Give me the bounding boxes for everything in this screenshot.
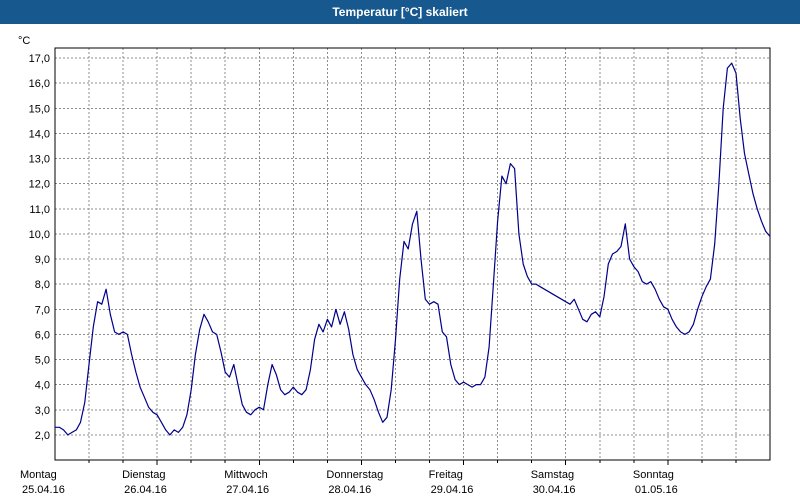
- x-day-date: 30.04.16: [533, 484, 576, 496]
- x-day-name: Sonntag: [633, 469, 674, 481]
- y-tick-label: 7,0: [35, 304, 50, 316]
- x-day-name: Montag: [20, 469, 57, 481]
- y-tick-label: 14,0: [29, 128, 50, 140]
- y-tick-label: 4,0: [35, 380, 50, 392]
- title-bar: Temperatur [°C] skaliert: [0, 0, 800, 24]
- x-day-date: 01.05.16: [635, 484, 678, 496]
- y-axis-unit-label: °C: [18, 35, 30, 47]
- x-day-date: 29.04.16: [431, 484, 474, 496]
- chart-title: Temperatur [°C] skaliert: [332, 5, 468, 19]
- plot-border: [54, 47, 771, 461]
- temperature-line: [54, 62, 771, 436]
- y-tick-label: 2,0: [35, 430, 50, 442]
- x-day-date: 28.04.16: [328, 484, 371, 496]
- x-day-date: 26.04.16: [124, 484, 167, 496]
- y-tick-label: 5,0: [35, 355, 50, 367]
- y-tick-label: 16,0: [29, 78, 50, 90]
- y-tick-label: 13,0: [29, 154, 50, 166]
- y-tick-label: 8,0: [35, 279, 50, 291]
- y-tick-label: 15,0: [29, 103, 50, 115]
- y-tick-label: 11,0: [29, 204, 50, 216]
- y-tick-label: 6,0: [35, 329, 50, 341]
- x-day-name: Freitag: [429, 469, 463, 481]
- x-day-date: 27.04.16: [226, 484, 269, 496]
- x-day-name: Mittwoch: [224, 469, 267, 481]
- y-tick-label: 12,0: [29, 179, 50, 191]
- x-day-name: Donnerstag: [326, 469, 383, 481]
- y-tick-label: 17,0: [29, 53, 50, 65]
- y-tick-label: 10,0: [29, 229, 50, 241]
- y-tick-label: 9,0: [35, 254, 50, 266]
- x-day-date: 25.04.16: [22, 484, 65, 496]
- x-day-name: Dienstag: [122, 469, 165, 481]
- x-day-name: Samstag: [531, 469, 574, 481]
- y-tick-label: 3,0: [35, 405, 50, 417]
